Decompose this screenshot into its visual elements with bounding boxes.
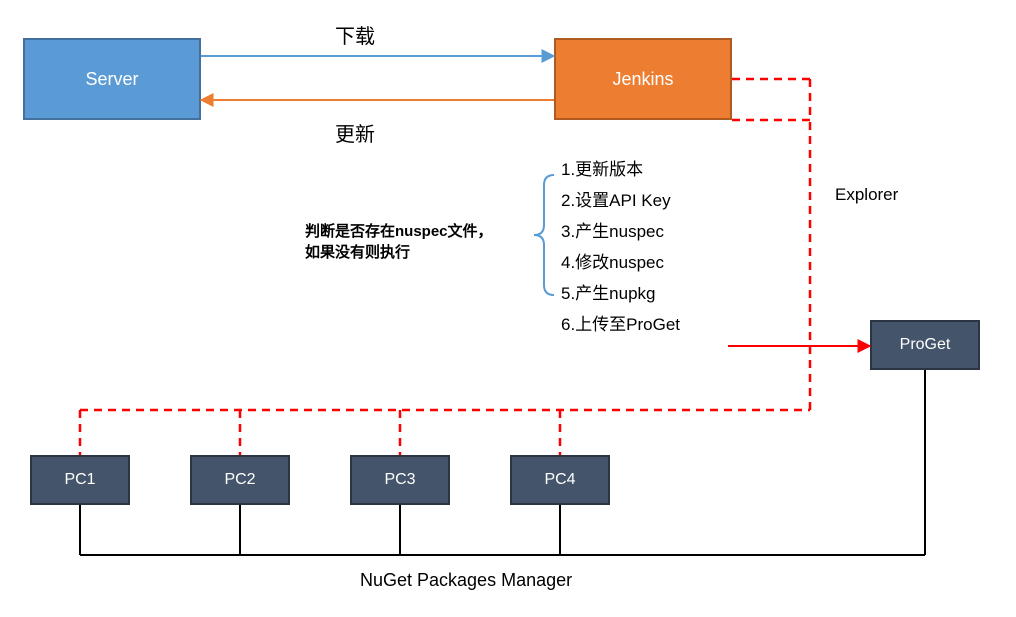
server-label: Server bbox=[85, 69, 138, 90]
step-1: 1.更新版本 bbox=[561, 155, 680, 180]
jenkins-label: Jenkins bbox=[612, 69, 673, 90]
pc2-node: PC2 bbox=[190, 455, 290, 505]
explorer-label: Explorer bbox=[835, 185, 898, 205]
note-line1: 判断是否存在nuspec文件， bbox=[305, 220, 493, 241]
step-3: 3.产生nuspec bbox=[561, 217, 680, 242]
step-4: 4.修改nuspec bbox=[561, 248, 680, 273]
pc1-node: PC1 bbox=[30, 455, 130, 505]
update-label: 更新 bbox=[335, 118, 375, 147]
bottom-label: NuGet Packages Manager bbox=[360, 570, 572, 591]
pc4-label: PC4 bbox=[544, 471, 575, 489]
pc2-label: PC2 bbox=[224, 471, 255, 489]
download-label: 下载 bbox=[335, 20, 375, 49]
step-6: 6.上传至ProGet bbox=[561, 310, 680, 335]
jenkins-node: Jenkins bbox=[554, 38, 732, 120]
note-line2: 如果没有则执行 bbox=[305, 241, 493, 262]
note-text: 判断是否存在nuspec文件， 如果没有则执行 bbox=[305, 220, 493, 262]
pc1-label: PC1 bbox=[64, 471, 95, 489]
pc3-node: PC3 bbox=[350, 455, 450, 505]
proget-node: ProGet bbox=[870, 320, 980, 370]
steps-list: 1.更新版本 2.设置API Key 3.产生nuspec 4.修改nuspec… bbox=[561, 155, 680, 341]
step-2: 2.设置API Key bbox=[561, 186, 680, 211]
server-node: Server bbox=[23, 38, 201, 120]
proget-label: ProGet bbox=[900, 336, 951, 354]
step-5: 5.产生nupkg bbox=[561, 279, 680, 304]
pc4-node: PC4 bbox=[510, 455, 610, 505]
pc3-label: PC3 bbox=[384, 471, 415, 489]
